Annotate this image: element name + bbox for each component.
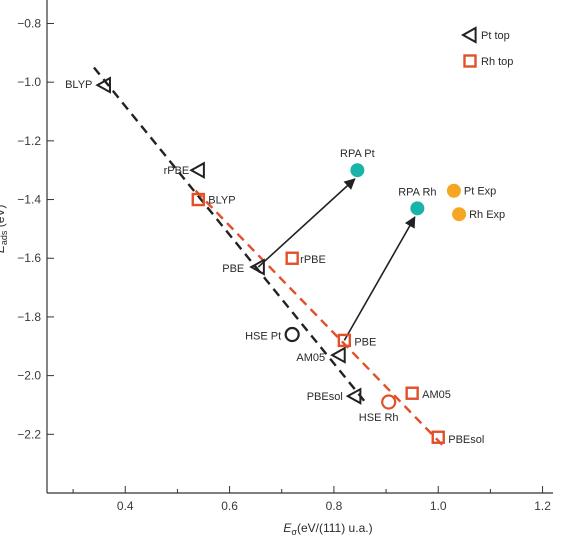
pt-point-rpbe	[189, 161, 205, 179]
x-tick-label: 1.0	[430, 499, 447, 513]
legend-label: Pt top	[481, 30, 510, 42]
rh-point-blyp-label: BLYP	[208, 195, 235, 207]
rh-point-blyp	[191, 192, 205, 207]
pt-point-blyp	[95, 76, 111, 94]
point-hse-rh	[381, 394, 397, 410]
y-tick-label: −2.0	[17, 369, 41, 383]
y-axis-label-sub: ads	[0, 230, 9, 245]
x-tick-label: 0.8	[326, 499, 343, 513]
x-tick-label: 0.4	[117, 499, 134, 513]
rh-point-pbe-label: PBE	[354, 336, 376, 348]
y-tick-label: −1.4	[17, 193, 41, 207]
rh-point-am05	[405, 386, 419, 400]
point-rh-exp-label: Rh Exp	[469, 209, 505, 221]
x-axis-label-main: E	[283, 521, 292, 535]
pt-point-am05-label: AM05	[296, 352, 325, 364]
point-rh-exp	[452, 207, 467, 222]
pt-fit-line	[93, 66, 367, 403]
point-pt-exp-label: Pt Exp	[464, 186, 496, 198]
rh-point-pbesol-label: PBEsol	[448, 434, 484, 446]
arrows-layer	[257, 178, 416, 341]
pt-point-blyp-label: BLYP	[65, 79, 92, 91]
y-tick-label: −1.0	[17, 75, 41, 89]
rh-fit-line	[194, 189, 445, 447]
point-rpa-pt	[350, 163, 365, 178]
y-axis-label-unit: (eV)	[0, 205, 7, 231]
pt-point-pbesol-label: PBEsol	[307, 391, 343, 403]
pt-point-am05	[330, 346, 346, 364]
x-tick-label: 0.6	[221, 499, 238, 513]
fit-lines-layer	[93, 66, 445, 447]
axes-layer: −0.8 −1.0 −1.2 −1.4 −1.6 −1.8 −2.0 −2.2 0.4 0.6 0.…	[17, 0, 553, 513]
arrow-2	[343, 216, 416, 341]
rh-point-rpbe-label: rPBE	[300, 254, 326, 266]
point-hse-rh-label: HSE Rh	[359, 412, 399, 424]
y-axis-label: Eads (eV)	[0, 205, 9, 254]
x-tick-label: 1.2	[534, 499, 551, 513]
marks-layer	[95, 76, 467, 444]
rh-point-pbesol	[431, 430, 445, 444]
pt-point-rpbe-label: rPBE	[164, 165, 190, 177]
arrow-1	[257, 178, 356, 268]
y-tick-label: −2.2	[17, 427, 41, 441]
y-tick-label: −1.8	[17, 310, 41, 324]
y-tick-label: −1.6	[17, 251, 41, 265]
point-pt-exp	[446, 183, 461, 198]
rh-point-am05-label: AM05	[422, 389, 451, 401]
legend: Pt top Rh top	[460, 26, 513, 68]
x-axis-label: Eσ(eV/(111) u.a.)	[283, 521, 372, 537]
axis-labels-layer: Eσ(eV/(111) u.a.)Eads (eV)	[0, 205, 373, 537]
x-axis-label-sub: σ	[291, 527, 297, 537]
pt-point-pbesol	[345, 387, 362, 405]
pt-point-pbe	[249, 258, 265, 276]
x-axis-label-unit: (eV/(111) u.a.)	[297, 521, 373, 535]
legend-label: Rh top	[481, 56, 513, 68]
point-hse-pt-label: HSE Pt	[245, 331, 281, 343]
y-tick-label: −0.8	[17, 16, 41, 30]
labels-layer: BLYP rPBE PBE AM05 PBEsol BLYP rPBE PBE AM05 PBEs…	[65, 79, 505, 446]
rh-point-rpbe	[285, 251, 299, 265]
point-hse-pt	[284, 326, 300, 343]
legend-marker-rh-top	[463, 54, 477, 68]
y-tick-label: −1.2	[17, 134, 41, 148]
y-axis-label-main: E	[0, 244, 7, 253]
point-rpa-rh	[410, 201, 425, 216]
point-rpa-pt-label: RPA Pt	[340, 148, 375, 160]
pt-point-pbe-label: PBE	[222, 263, 244, 275]
legend-marker-pt-top	[460, 26, 477, 44]
point-rpa-rh-label: RPA Rh	[398, 186, 436, 198]
rh-point-pbe	[337, 333, 352, 348]
